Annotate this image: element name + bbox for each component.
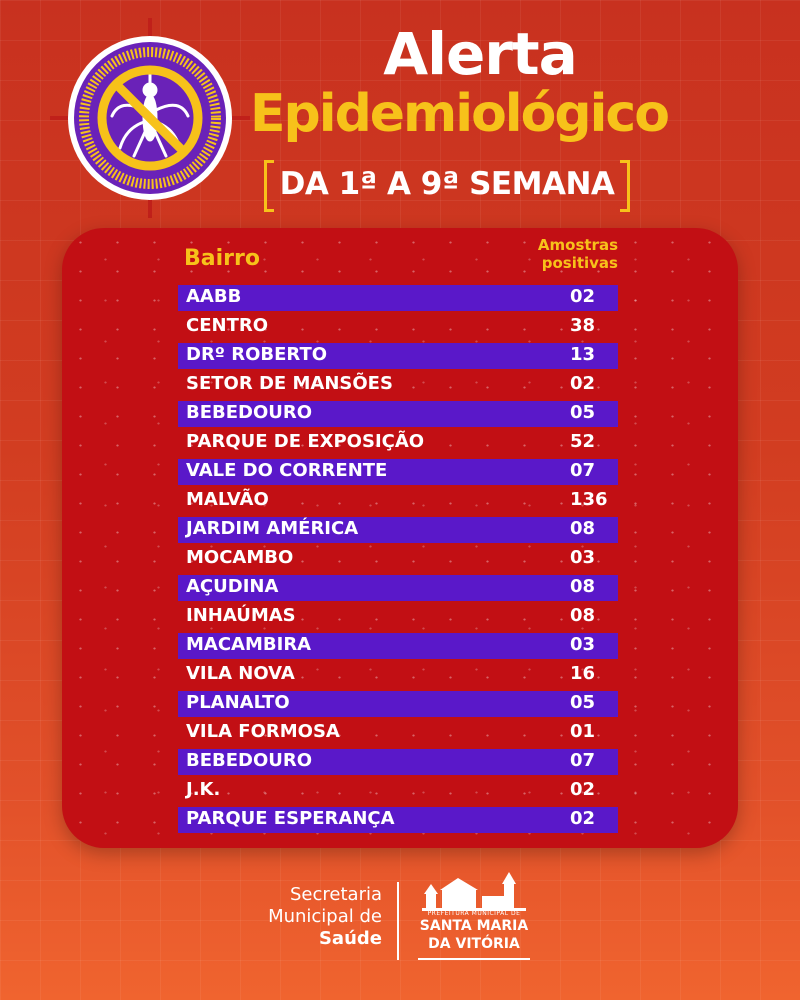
table-row: DRº ROBERTO 13 — [178, 342, 618, 371]
amostras-value: 08 — [570, 518, 596, 539]
bairro-name: DRº ROBERTO — [186, 344, 328, 365]
bracket-right — [620, 160, 630, 212]
column-header-bairro: Bairro — [184, 246, 260, 271]
table-row: MACAMBIRA 03 — [178, 632, 618, 661]
table-row: J.K. 02 — [178, 777, 618, 806]
secretaria-saude-logo: Secretaria Municipal de Saúde — [226, 884, 382, 950]
amostras-value: 16 — [570, 663, 596, 684]
amostras-value: 38 — [570, 315, 596, 336]
amostras-value: 136 — [570, 489, 608, 510]
table-row: VILA FORMOSA 01 — [178, 719, 618, 748]
bairro-name: VALE DO CORRENTE — [186, 460, 388, 481]
bairro-name: INHAÚMAS — [186, 605, 296, 626]
table-row: AABB 02 — [178, 284, 618, 313]
bairro-name: SETOR DE MANSÕES — [186, 373, 393, 394]
bairro-name: J.K. — [186, 779, 221, 800]
amostras-value: 52 — [570, 431, 596, 452]
amostras-value: 02 — [570, 779, 596, 800]
bairro-name: PLANALTO — [186, 692, 290, 713]
table-row: MOCAMBO 03 — [178, 545, 618, 574]
city-skyline-icon — [418, 872, 530, 960]
table-row: JARDIM AMÉRICA 08 — [178, 516, 618, 545]
secretaria-line3: Saúde — [318, 928, 382, 949]
amostras-value: 02 — [570, 373, 596, 394]
table-row: BEBEDOURO 07 — [178, 748, 618, 777]
table-body: AABB 02 CENTRO 38 DRº ROBERTO 13 SETOR DE M… — [178, 284, 618, 835]
secretaria-line2: Municipal de — [268, 906, 382, 927]
amostras-value: 03 — [570, 634, 596, 655]
bairro-name: AABB — [186, 286, 242, 307]
bairro-name: JARDIM AMÉRICA — [186, 518, 359, 539]
city-name-line2: DA VITÓRIA — [428, 936, 520, 952]
amostras-value: 01 — [570, 721, 596, 742]
table-row: PARQUE DE EXPOSIÇÃO 52 — [178, 429, 618, 458]
amostras-value: 13 — [570, 344, 596, 365]
table-row: PLANALTO 05 — [178, 690, 618, 719]
bairro-name: AÇUDINA — [186, 576, 279, 597]
subtitle-semana: DA 1ª A 9ª SEMANA — [279, 166, 615, 202]
footer-divider — [397, 882, 399, 960]
table-row: PARQUE ESPERANÇA 02 — [178, 806, 618, 835]
column-header-amostras-line2: positivas — [541, 254, 618, 272]
bairro-name: PARQUE DE EXPOSIÇÃO — [186, 431, 425, 452]
bairro-name: MALVÃO — [186, 489, 269, 510]
amostras-value: 08 — [570, 576, 596, 597]
table-row: CENTRO 38 — [178, 313, 618, 342]
amostras-value: 08 — [570, 605, 596, 626]
amostras-value: 05 — [570, 402, 596, 423]
bairro-name: BEBEDOURO — [186, 750, 313, 771]
prefeitura-label: PREFEITURA MUNICIPAL DE — [427, 910, 521, 917]
amostras-value: 03 — [570, 547, 596, 568]
bairro-name: BEBEDOURO — [186, 402, 313, 423]
secretaria-line1: Secretaria — [290, 884, 382, 905]
bairro-name: PARQUE ESPERANÇA — [186, 808, 395, 829]
table-row: MALVÃO 136 — [178, 487, 618, 516]
table-row: SETOR DE MANSÕES 02 — [178, 371, 618, 400]
title-epidemiologico: Epidemiológico — [250, 84, 670, 144]
table-row: BEBEDOURO 05 — [178, 400, 618, 429]
amostras-value: 02 — [570, 808, 596, 829]
amostras-value: 07 — [570, 750, 596, 771]
bairro-name: VILA FORMOSA — [186, 721, 340, 742]
no-mosquito-icon — [50, 18, 250, 218]
city-name-line1: SANTA MARIA — [419, 918, 529, 934]
subtitle-box: DA 1ª A 9ª SEMANA — [264, 160, 630, 212]
bairro-name: MOCAMBO — [186, 547, 294, 568]
amostras-value: 05 — [570, 692, 596, 713]
column-header-amostras-line1: Amostras — [537, 236, 618, 254]
bairro-name: VILA NOVA — [186, 663, 295, 684]
title-alerta: Alerta — [383, 20, 578, 88]
table-row: AÇUDINA 08 — [178, 574, 618, 603]
bairro-name: CENTRO — [186, 315, 269, 336]
table-row: VILA NOVA 16 — [178, 661, 618, 690]
amostras-value: 02 — [570, 286, 596, 307]
bairro-name: MACAMBIRA — [186, 634, 312, 655]
amostras-value: 07 — [570, 460, 596, 481]
bracket-left — [264, 160, 274, 212]
column-header-amostras: Amostras positivas — [500, 236, 618, 272]
table-row: INHAÚMAS 08 — [178, 603, 618, 632]
table-row: VALE DO CORRENTE 07 — [178, 458, 618, 487]
